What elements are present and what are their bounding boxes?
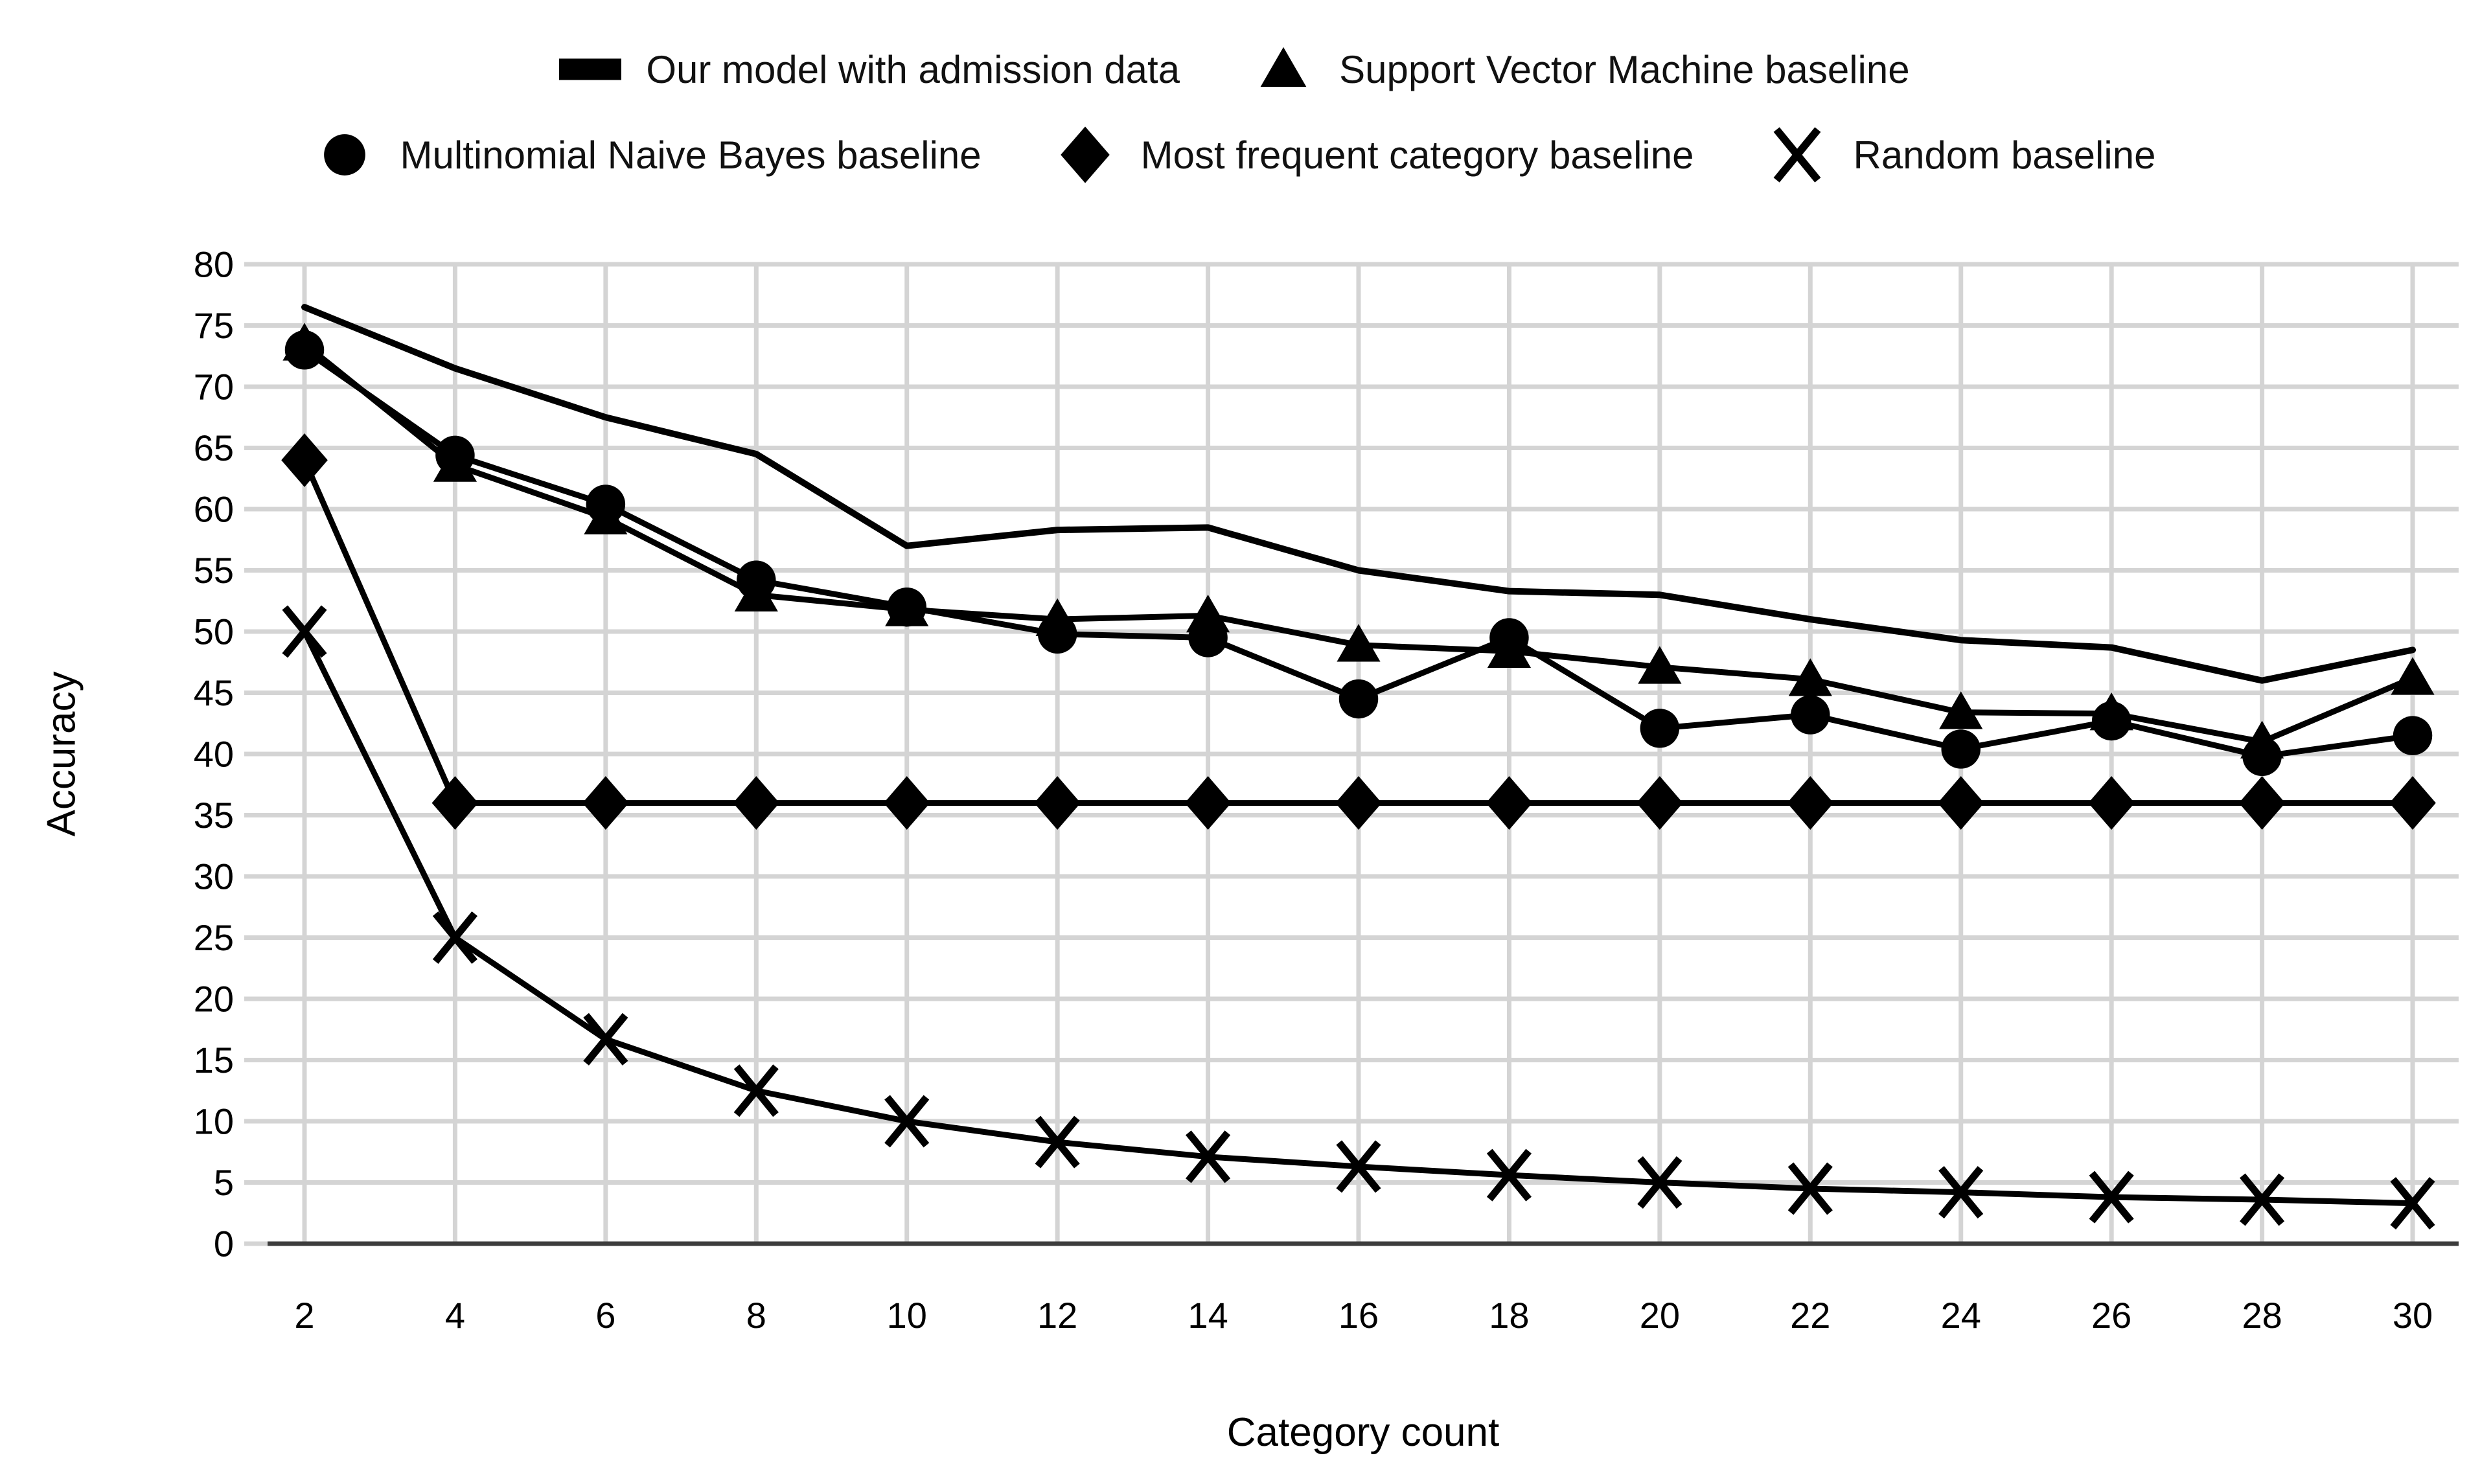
legend-item-label: Multinomial Naive Bayes baseline xyxy=(400,133,982,177)
x-axis-tick-label: 10 xyxy=(887,1295,927,1336)
triangle-marker-icon xyxy=(1260,47,1307,87)
y-axis-tick-label: 10 xyxy=(194,1101,234,1142)
circle-marker-icon xyxy=(323,134,365,176)
x-axis-tick-label: 22 xyxy=(1790,1295,1830,1336)
y-axis-tick-label: 35 xyxy=(194,795,234,836)
x-marker-icon xyxy=(1774,127,1821,183)
y-axis-tick-label: 55 xyxy=(194,550,234,591)
x-axis-tick-label: 14 xyxy=(1188,1295,1228,1336)
y-axis-tick-label: 45 xyxy=(194,672,234,713)
y-axis-tick-label: 0 xyxy=(214,1224,234,1264)
y-axis-tick-label: 15 xyxy=(194,1040,234,1080)
legend-row: Multinomial Naive Bayes baseline Most fre… xyxy=(314,115,2155,194)
x-axis-tick-label: 28 xyxy=(2242,1295,2282,1336)
series-markers-most-frequent-category-baseline xyxy=(281,433,2436,830)
series-line-our-model-with-admission-data xyxy=(301,304,2417,684)
y-axis-tick-label: 80 xyxy=(194,244,234,285)
x-axis-title: Category count xyxy=(1227,1410,1499,1455)
legend-item-label: Support Vector Machine baseline xyxy=(1339,47,1910,91)
x-axis-tick-label: 30 xyxy=(2393,1295,2433,1336)
x-axis-tick-label: 12 xyxy=(1037,1295,1077,1336)
y-axis-tick-label: 70 xyxy=(194,367,234,407)
y-axis-tick-label: 20 xyxy=(194,979,234,1020)
series-most-frequent-category-baseline xyxy=(281,433,2436,830)
chart-legend: Our model with admission data Support Vec… xyxy=(0,30,2469,194)
x-axis-tick-label: 6 xyxy=(595,1295,615,1336)
legend-item-label: Our model with admission data xyxy=(646,47,1180,91)
y-axis-tick-label: 5 xyxy=(214,1162,234,1203)
series-random-baseline xyxy=(282,605,2435,1230)
x-axis-tick-label: 4 xyxy=(445,1295,465,1336)
x-axis-tick-label: 16 xyxy=(1338,1295,1379,1336)
legend-item-triangle: Support Vector Machine baseline xyxy=(1252,38,1910,100)
legend-item-label: Most frequent category baseline xyxy=(1140,133,1694,177)
y-axis-tick-label: 75 xyxy=(194,305,234,346)
x-axis-tick-label: 26 xyxy=(2091,1295,2131,1336)
legend-row: Our model with admission data Support Vec… xyxy=(559,30,1910,109)
x-axis-tick-label: 24 xyxy=(1941,1295,1981,1336)
x-axis-tick-label: 2 xyxy=(294,1295,314,1336)
x-axis-tick-label: 20 xyxy=(1640,1295,1680,1336)
legend-item-circle: Multinomial Naive Bayes baseline xyxy=(314,124,982,186)
y-axis-tick-label: 30 xyxy=(194,856,234,897)
y-axis-tick-label: 40 xyxy=(194,734,234,775)
legend-item-dash: Our model with admission data xyxy=(559,38,1180,100)
legend-item-x: Random baseline xyxy=(1766,124,2155,186)
y-axis-title: Accuracy xyxy=(40,672,84,837)
gridlines xyxy=(244,262,2459,1246)
x-axis-tick-label: 18 xyxy=(1489,1295,1529,1336)
x-axis-tick-label: 8 xyxy=(746,1295,766,1336)
legend-item-diamond: Most frequent category baseline xyxy=(1054,124,1694,186)
series-multinomial-naive-bayes-baseline xyxy=(284,330,2433,777)
y-axis-tick-label: 50 xyxy=(194,611,234,652)
y-axis-tick-label: 25 xyxy=(194,917,234,958)
y-axis-tick-label: 65 xyxy=(194,428,234,468)
y-axis-tick-label: 60 xyxy=(194,489,234,530)
legend-item-label: Random baseline xyxy=(1853,133,2156,177)
series-markers-multinomial-naive-bayes-baseline xyxy=(284,330,2433,777)
series-our-model-with-admission-data xyxy=(301,304,2417,684)
diamond-marker-icon xyxy=(1060,126,1110,183)
dash-marker-icon xyxy=(559,58,622,80)
series-markers-random-baseline xyxy=(282,605,2435,1230)
